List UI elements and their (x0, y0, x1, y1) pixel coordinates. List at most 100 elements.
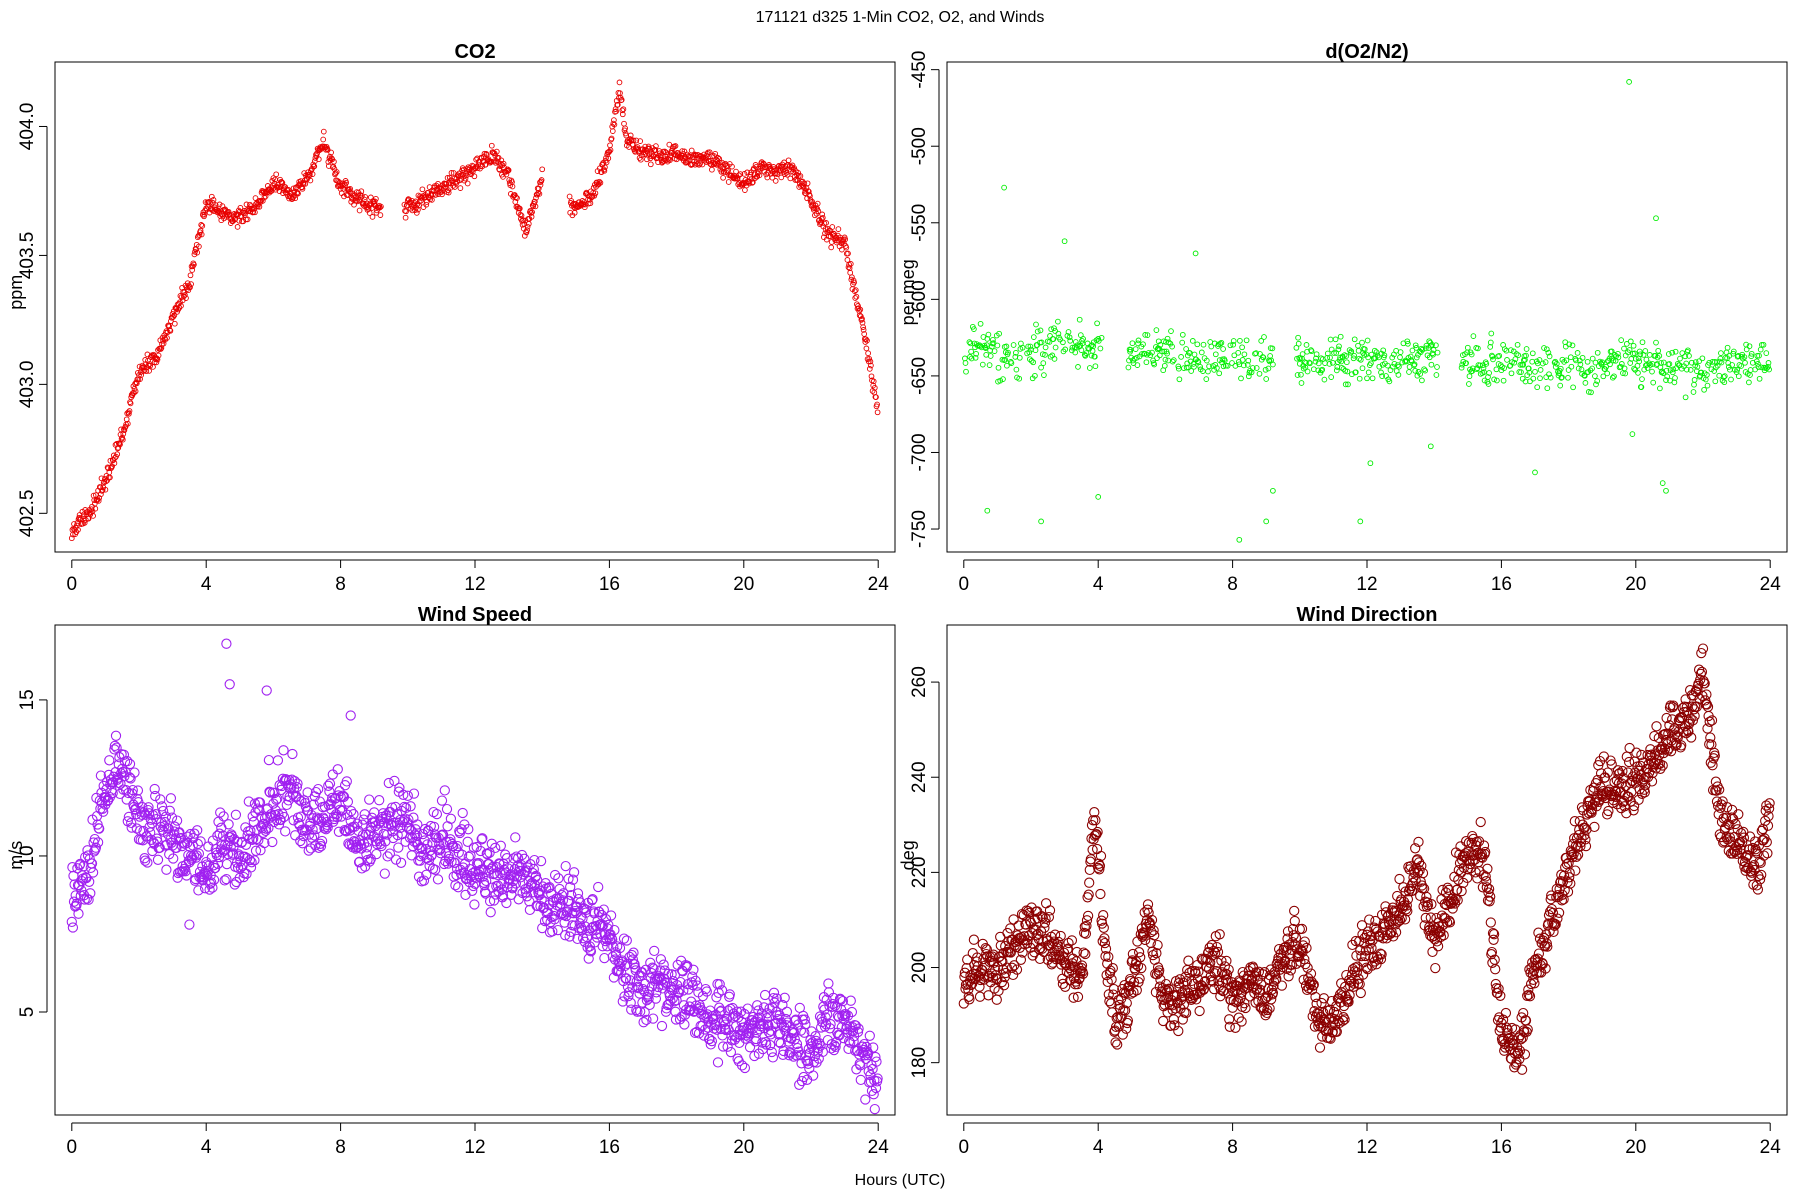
data-point (1179, 331, 1186, 338)
data-point (1418, 901, 1429, 912)
data-point (1037, 327, 1044, 334)
data-point (443, 180, 450, 187)
data-point (272, 755, 284, 766)
data-point (224, 835, 235, 847)
data-point (1592, 373, 1598, 379)
data-point-outlier (1357, 518, 1364, 525)
data-point (257, 823, 268, 834)
data-point (432, 191, 439, 198)
data-point (615, 961, 626, 972)
data-point (1235, 349, 1242, 356)
data-point (295, 811, 306, 822)
data-point (392, 829, 403, 841)
data-point (1581, 372, 1588, 379)
data-point (346, 805, 357, 817)
data-point (379, 868, 390, 879)
data-point (1169, 358, 1176, 365)
data-point (1030, 334, 1037, 340)
data-point (336, 811, 347, 822)
data-point (1068, 992, 1079, 1003)
data-point (1308, 348, 1315, 355)
data-point-outlier (1626, 79, 1632, 85)
data-point (867, 358, 874, 365)
data-point (1699, 355, 1706, 362)
data-point (988, 957, 1000, 968)
data-point (1720, 374, 1727, 380)
data-point (1748, 350, 1755, 357)
data-point (1730, 348, 1737, 355)
data-point (1375, 953, 1387, 965)
data-point (1364, 337, 1371, 344)
data-point (775, 1038, 786, 1049)
data-point (653, 143, 659, 149)
data-point (320, 128, 327, 135)
data-point (1409, 867, 1420, 879)
data-point (1121, 1023, 1132, 1034)
data-point (219, 203, 226, 209)
data-point (411, 199, 417, 206)
data-point (1302, 962, 1313, 973)
data-point (375, 838, 386, 850)
plot-frame-o2 (946, 61, 1788, 553)
data-point (1273, 943, 1285, 955)
data-point (995, 364, 1002, 371)
data-point (1328, 1006, 1340, 1018)
data-point (1385, 928, 1396, 939)
data-point (1177, 1014, 1188, 1025)
data-point (339, 182, 346, 189)
data-point (1090, 343, 1097, 350)
data-point (294, 794, 305, 805)
data-point (463, 851, 474, 863)
data-point (1649, 368, 1655, 375)
data-point (1417, 371, 1424, 377)
data-point (275, 814, 286, 826)
data-point (191, 850, 202, 861)
data-point (1666, 361, 1673, 367)
data-point (391, 817, 402, 828)
data-point (225, 208, 232, 215)
data-point (126, 817, 137, 829)
data-point (607, 934, 618, 945)
data-point (1162, 356, 1169, 363)
y-axis-label-o2: per meg (898, 259, 918, 325)
data-point (449, 857, 460, 868)
data-point (1580, 834, 1591, 845)
data-point (1338, 1012, 1349, 1023)
data-point (122, 756, 133, 767)
data-point-outlier (1270, 487, 1276, 494)
data-point (1245, 357, 1252, 364)
data-point (1546, 353, 1553, 360)
data-point (264, 787, 276, 798)
data-point (1262, 366, 1269, 373)
data-point (1223, 964, 1234, 975)
data-point (423, 201, 430, 208)
data-point (553, 873, 564, 884)
data-point (828, 992, 839, 1004)
data-point (1103, 951, 1114, 963)
data-point (114, 451, 121, 458)
data-point (1579, 830, 1590, 841)
data-point (237, 204, 244, 211)
data-point (457, 807, 468, 819)
data-point (1356, 355, 1363, 362)
data-point (1368, 360, 1374, 367)
data-point (207, 199, 213, 206)
data-point (223, 819, 234, 830)
data-point (378, 203, 384, 210)
data-point (238, 871, 249, 883)
data-point (369, 214, 376, 220)
data-point (451, 175, 458, 182)
data-point (1236, 1016, 1247, 1027)
data-point (736, 1060, 748, 1071)
data-point (216, 201, 223, 208)
data-point (587, 894, 598, 905)
data-point (1070, 976, 1081, 987)
data-point (549, 914, 560, 925)
data-point (1079, 927, 1090, 939)
data-point (962, 954, 973, 965)
data-point (1421, 366, 1427, 373)
data-point (403, 208, 409, 215)
data-point (977, 320, 984, 327)
data-point (191, 261, 197, 268)
